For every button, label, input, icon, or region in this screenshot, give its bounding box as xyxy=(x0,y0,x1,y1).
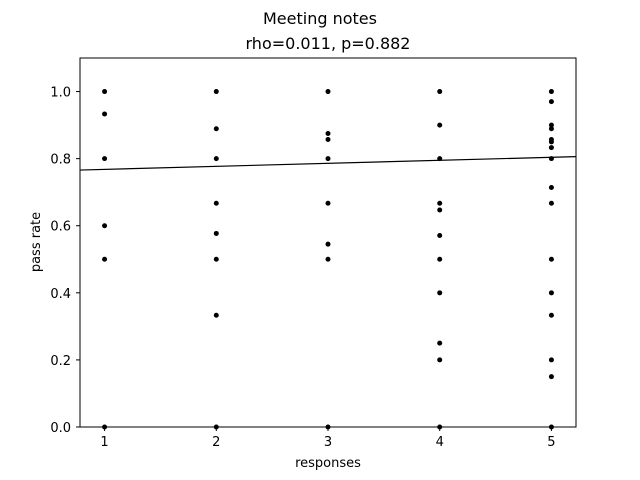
data-point xyxy=(102,111,108,117)
y-axis-label: pass rate xyxy=(29,212,44,272)
x-axis-label: responses xyxy=(295,456,361,471)
trend-line xyxy=(79,156,577,171)
data-point xyxy=(213,126,219,132)
data-point xyxy=(548,89,554,95)
data-point xyxy=(437,122,443,128)
data-point xyxy=(548,122,554,128)
data-point xyxy=(548,156,554,162)
data-point xyxy=(213,312,219,318)
y-tick-label: 0.2 xyxy=(50,354,71,369)
data-point xyxy=(437,156,443,162)
x-tick-label: 4 xyxy=(436,435,444,450)
data-point xyxy=(548,312,554,318)
axes-layer: 1 2 3 4 5 0.0 0.2 0.4 0.6 0.8 1.0 xyxy=(50,57,577,450)
data-point xyxy=(437,256,443,262)
data-point xyxy=(437,89,443,95)
data-point xyxy=(548,290,554,296)
data-point xyxy=(548,184,554,190)
data-point xyxy=(102,223,108,229)
data-point xyxy=(548,99,554,105)
x-tick-label: 2 xyxy=(212,435,220,450)
data-point xyxy=(102,156,108,162)
x-tick-label: 1 xyxy=(100,435,108,450)
data-point xyxy=(548,256,554,262)
data-point xyxy=(548,145,554,151)
data-point xyxy=(213,200,219,206)
data-point xyxy=(213,230,219,236)
data-point xyxy=(548,126,554,132)
y-tick-label: 0.8 xyxy=(50,153,71,168)
data-point xyxy=(548,374,554,380)
x-tick-label: 5 xyxy=(547,435,555,450)
data-point xyxy=(325,241,331,247)
data-point xyxy=(437,290,443,296)
data-point xyxy=(213,89,219,95)
data-point xyxy=(548,200,554,206)
data-point xyxy=(548,357,554,363)
data-point xyxy=(437,340,443,346)
data-point xyxy=(213,156,219,162)
x-tick-label: 3 xyxy=(324,435,332,450)
data-point xyxy=(325,137,331,143)
y-tick-label: 0.4 xyxy=(50,287,71,302)
data-point xyxy=(325,256,331,262)
data-point xyxy=(548,139,554,145)
y-tick-label: 1.0 xyxy=(50,86,71,101)
data-point xyxy=(325,156,331,162)
data-point xyxy=(437,232,443,238)
data-point xyxy=(325,89,331,95)
data-point xyxy=(437,357,443,363)
data-point xyxy=(102,89,108,95)
data-point xyxy=(437,207,443,213)
data-point xyxy=(325,130,331,136)
data-point xyxy=(102,256,108,262)
y-tick-label: 0.0 xyxy=(50,421,71,436)
data-point xyxy=(325,200,331,206)
chart-subtitle: rho=0.011, p=0.882 xyxy=(246,34,411,53)
data-point xyxy=(437,200,443,206)
chart-title: Meeting notes xyxy=(263,9,377,28)
y-tick-label: 0.6 xyxy=(50,220,71,235)
data-point xyxy=(213,256,219,262)
